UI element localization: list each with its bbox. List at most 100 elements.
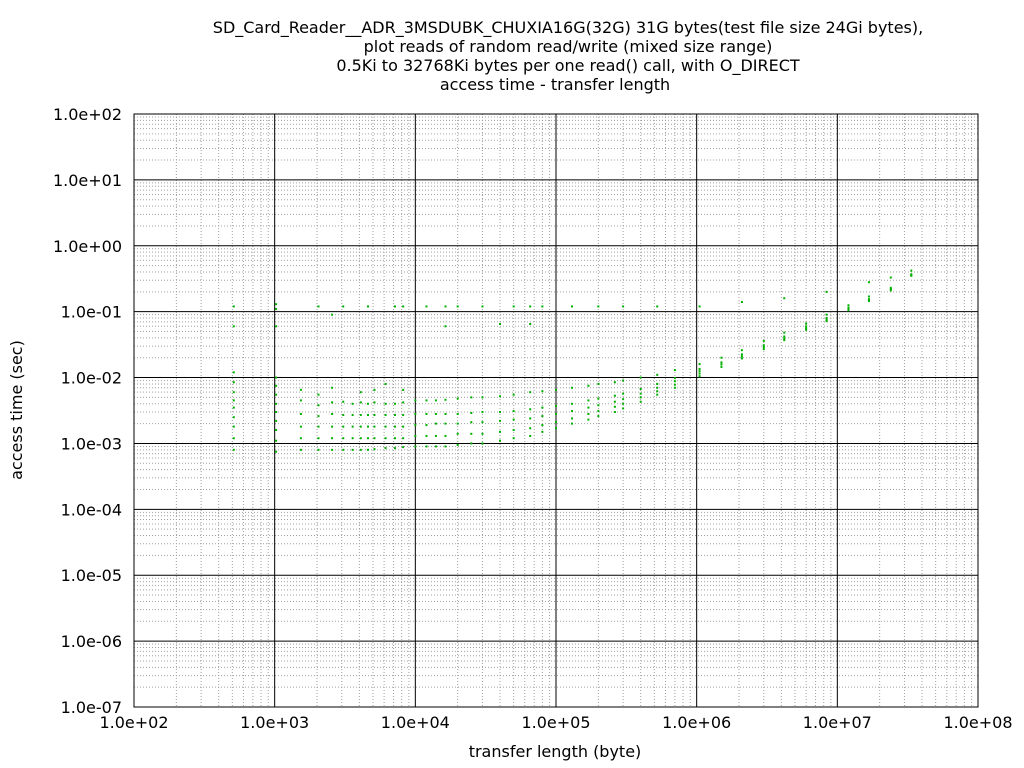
data-point	[639, 396, 642, 399]
data-point	[275, 402, 278, 405]
data-point	[317, 305, 320, 308]
data-point	[805, 322, 808, 325]
data-point	[299, 412, 302, 415]
data-point	[444, 305, 447, 308]
data-point	[541, 406, 544, 409]
data-point	[456, 412, 459, 415]
data-point	[275, 419, 278, 422]
data-point	[232, 437, 235, 440]
data-point	[299, 388, 302, 391]
data-point	[425, 434, 428, 437]
x-tick-label: 1.0e+03	[240, 713, 309, 732]
data-point	[367, 402, 370, 405]
data-point	[384, 447, 387, 450]
data-point	[622, 398, 625, 401]
data-point	[555, 427, 557, 430]
data-point	[402, 305, 405, 308]
y-tick-label: 1.0e-05	[61, 566, 122, 585]
data-point	[351, 425, 354, 428]
chart-title: SD_Card_Reader__ADR_3MSDUBK_CHUXIA16G(32…	[213, 18, 923, 94]
data-point	[847, 307, 850, 310]
data-point	[889, 276, 892, 279]
data-point	[613, 381, 616, 384]
data-point	[342, 414, 345, 417]
data-point	[232, 391, 235, 394]
data-point	[597, 410, 600, 413]
data-point	[639, 392, 642, 395]
data-point	[571, 417, 574, 420]
data-point	[331, 412, 334, 415]
data-point	[571, 410, 574, 413]
data-point	[499, 395, 502, 398]
data-point	[597, 382, 600, 385]
data-point	[402, 446, 405, 449]
data-point	[499, 430, 502, 433]
data-point	[740, 349, 743, 352]
data-point	[351, 437, 354, 440]
data-point	[331, 401, 334, 404]
data-point	[434, 445, 437, 448]
data-point	[571, 386, 574, 389]
data-point	[673, 386, 676, 389]
data-point	[825, 317, 828, 320]
data-point	[762, 339, 765, 342]
data-point	[470, 421, 473, 424]
y-tick-label: 1.0e+00	[53, 237, 122, 256]
data-point	[373, 425, 376, 428]
data-point	[470, 432, 473, 435]
data-point	[299, 448, 302, 451]
data-point	[373, 388, 376, 391]
data-point	[402, 425, 405, 428]
data-point	[373, 448, 376, 451]
data-point	[656, 305, 659, 308]
data-point	[673, 377, 676, 380]
data-point	[373, 437, 376, 440]
data-point	[805, 325, 808, 328]
chart-title-line-3: 0.5Ki to 32768Ki bytes per one read() ca…	[336, 56, 800, 76]
data-point	[587, 412, 590, 415]
data-point	[541, 424, 544, 427]
data-point	[847, 306, 850, 309]
data-point	[762, 344, 765, 347]
data-point	[720, 356, 723, 359]
chart-title-line-2: plot reads of random read/write (mixed s…	[364, 37, 773, 56]
data-point	[499, 419, 502, 422]
data-point	[613, 400, 616, 403]
data-point	[783, 331, 786, 334]
data-point	[910, 269, 913, 272]
data-point	[373, 414, 376, 417]
data-point	[402, 388, 405, 391]
data-point	[847, 309, 850, 312]
data-point	[317, 415, 320, 418]
y-tick-label: 1.0e-01	[61, 303, 122, 322]
data-point	[232, 425, 235, 428]
data-point	[331, 386, 334, 389]
data-point	[613, 394, 616, 397]
y-tick-labels: 1.0e-07 1.0e-06 1.0e-05 1.0e-04 1.0e-03 1.0e-…	[53, 105, 122, 717]
data-point	[232, 406, 235, 409]
data-point	[275, 384, 278, 387]
data-point	[351, 448, 354, 451]
data-point	[299, 437, 302, 440]
data-point	[698, 305, 701, 308]
data-point	[444, 422, 447, 425]
y-tick-label: 1.0e+02	[53, 105, 122, 124]
data-point	[425, 412, 428, 415]
data-point	[414, 434, 417, 437]
data-point	[499, 322, 502, 325]
data-point	[367, 414, 370, 417]
data-point	[555, 405, 557, 408]
data-point	[783, 335, 786, 338]
data-point	[571, 402, 574, 405]
data-point	[275, 439, 278, 442]
data-point	[529, 408, 532, 411]
x-tick-label: 1.0e+02	[99, 713, 168, 732]
data-point	[299, 399, 302, 402]
data-point	[359, 448, 362, 451]
data-point	[639, 400, 642, 403]
data-point	[434, 434, 437, 437]
x-tick-label: 1.0e+08	[943, 713, 1012, 732]
chart-title-line-4: access time - transfer length	[440, 75, 670, 94]
data-point	[825, 318, 828, 321]
chart-title-line-1: SD_Card_Reader__ADR_3MSDUBK_CHUXIA16G(32…	[213, 18, 923, 38]
